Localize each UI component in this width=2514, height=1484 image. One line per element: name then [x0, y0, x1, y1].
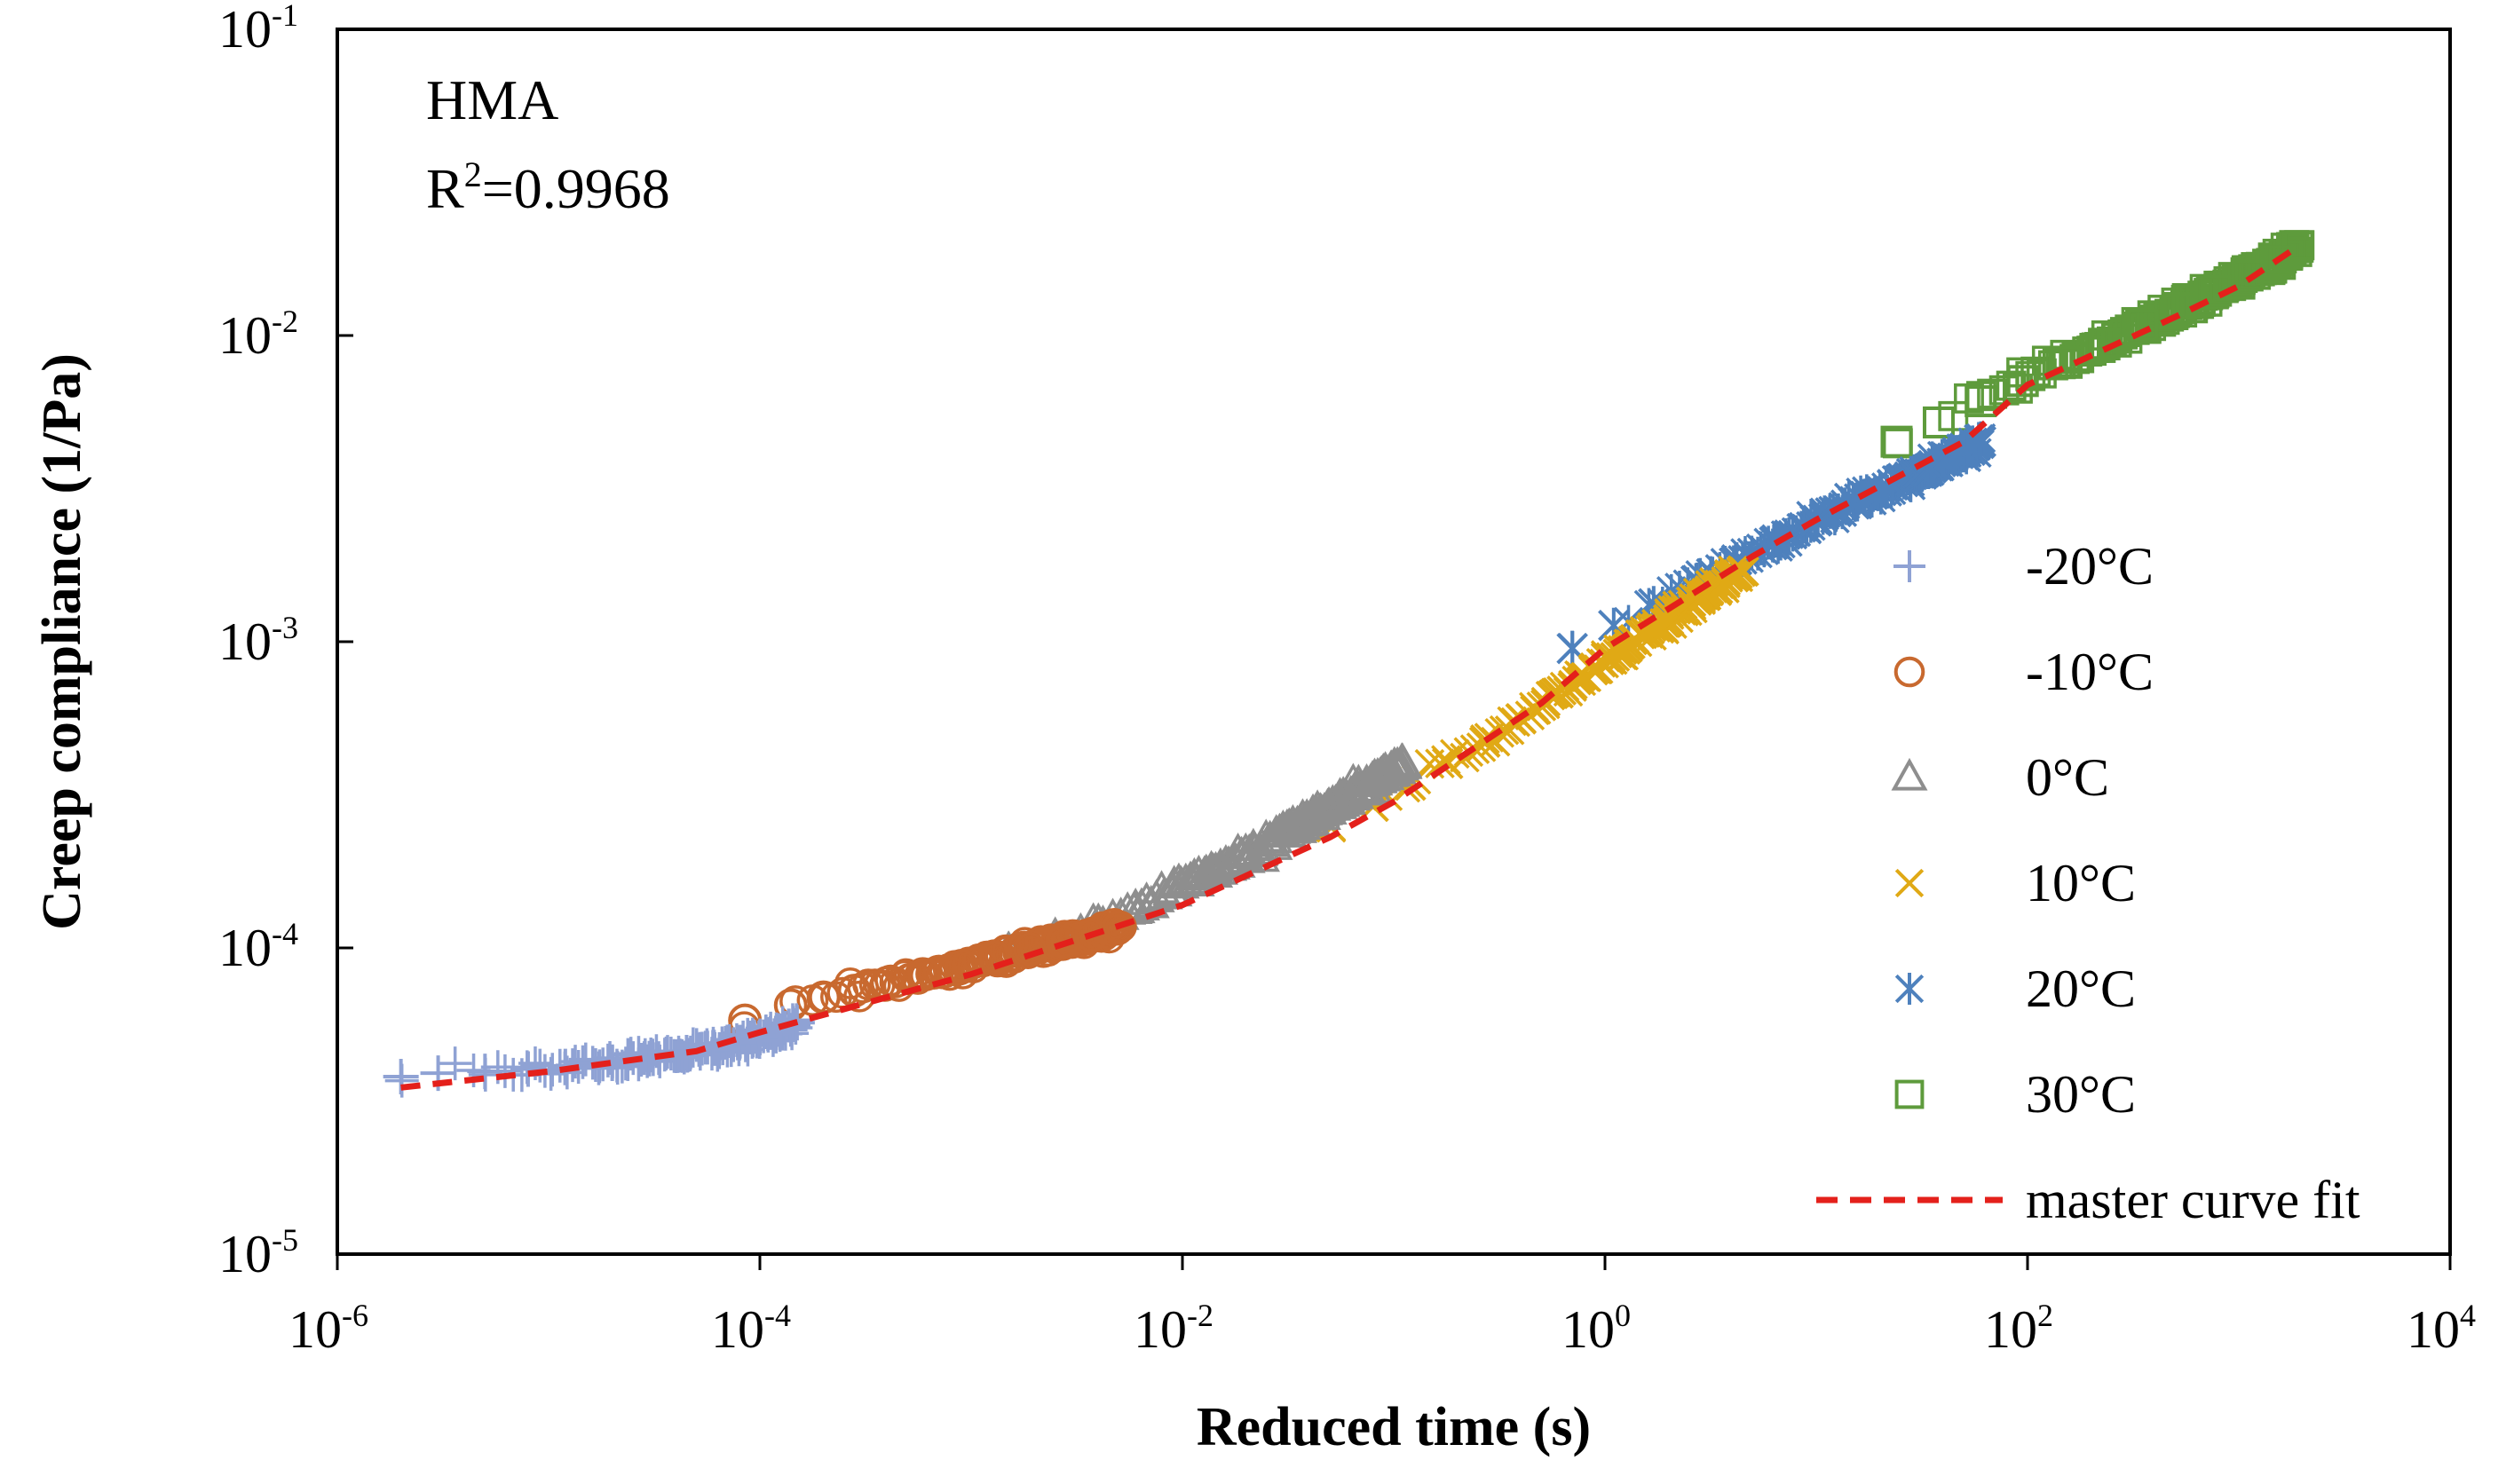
- x-tick-base: 10: [289, 1300, 342, 1359]
- x-tick-base: 10: [2407, 1300, 2460, 1359]
- y-tick-label: 10-1: [218, 0, 298, 59]
- x-tick-base: 10: [711, 1300, 764, 1359]
- y-tick-base: 10: [218, 919, 272, 977]
- data-point: [1353, 760, 1394, 796]
- data-point: [742, 1019, 778, 1055]
- legend-label: 0°C: [2026, 748, 2109, 807]
- data-point: [1727, 555, 1759, 588]
- y-tick-exponent: -4: [272, 916, 298, 951]
- r-squared-superscript: 2: [464, 154, 482, 194]
- x-tick-base: 10: [1134, 1300, 1187, 1359]
- x-tick-exponent: 0: [1615, 1298, 1631, 1333]
- r-squared-value: =0.9968: [482, 157, 670, 220]
- y-tick-exponent: -1: [272, 0, 298, 33]
- legend-marker: [1893, 550, 1925, 582]
- x-tick-label: 102: [1984, 1298, 2053, 1359]
- data-point: [1235, 831, 1275, 867]
- legend-item: 20°C: [1894, 959, 2136, 1018]
- data-point: [1152, 871, 1193, 907]
- data-point: [2281, 230, 2314, 263]
- data-point: [1652, 604, 1685, 636]
- y-axis: 10-510-410-310-210-1: [218, 0, 353, 1283]
- data-point: [1613, 628, 1645, 660]
- legend-label: 30°C: [2026, 1065, 2136, 1124]
- x-tick-label: 100: [1561, 1298, 1631, 1359]
- legend-item: master curve fit: [1816, 1171, 2360, 1229]
- x-tick-label: 104: [2407, 1298, 2476, 1359]
- legend-item: 10°C: [1894, 854, 2136, 912]
- x-axis-title: Reduced time (s): [1197, 1397, 1591, 1457]
- data-point: [1922, 406, 1955, 438]
- legend-label: 10°C: [2026, 854, 2136, 912]
- y-tick-label: 10-5: [218, 1222, 298, 1283]
- legend-item: -20°C: [1893, 537, 2154, 596]
- y-tick-base: 10: [218, 306, 272, 365]
- legend-marker: [1894, 868, 1925, 898]
- data-point: [1102, 910, 1136, 944]
- master-curve-fit-line: [400, 243, 2300, 1091]
- y-tick-exponent: -5: [272, 1222, 298, 1258]
- legend-item: -10°C: [1893, 643, 2154, 701]
- r-squared-prefix: R: [426, 157, 464, 220]
- y-tick-label: 10-4: [218, 916, 298, 977]
- x-tick-exponent: 2: [2037, 1298, 2053, 1333]
- y-tick-exponent: -3: [272, 610, 298, 645]
- legend-marker: [1894, 973, 1925, 1005]
- r-squared-annotation: R2=0.9968: [426, 154, 670, 220]
- data-point: [1689, 579, 1722, 612]
- x-tick-exponent: 4: [2460, 1298, 2476, 1333]
- data-point: [1193, 852, 1234, 888]
- x-tick-label: 10-2: [1134, 1298, 1214, 1359]
- y-axis-title: Creep compliance (1/Pa): [32, 353, 92, 930]
- y-tick-label: 10-2: [218, 304, 298, 365]
- data-point: [1880, 425, 1913, 458]
- data-point: [2006, 365, 2039, 398]
- data-point: [2273, 239, 2304, 270]
- x-tick-label: 10-6: [289, 1298, 368, 1359]
- legend-marker: [1893, 656, 1925, 688]
- data-point: [1948, 433, 1980, 470]
- series-asterisk: [1556, 421, 1997, 667]
- legend-item: 0°C: [1891, 748, 2109, 807]
- legend-item: 30°C: [1894, 1065, 2136, 1124]
- data-point: [467, 1054, 503, 1090]
- x-tick-exponent: -6: [342, 1298, 368, 1333]
- data-point: [1013, 932, 1048, 967]
- legend-marker: [1894, 1079, 1925, 1109]
- legend: -20°C -10°C 0°C 10°C 20°C 30°C master curve fi…: [1816, 537, 2360, 1229]
- y-tick-exponent: -2: [272, 304, 298, 339]
- data-point: [2126, 309, 2159, 342]
- data-point: [978, 940, 1013, 975]
- x-tick-exponent: -2: [1187, 1298, 1214, 1333]
- x-tick-exponent: -4: [764, 1298, 791, 1333]
- legend-marker: [1891, 757, 1928, 791]
- y-tick-base: 10: [218, 612, 272, 671]
- data-point: [510, 1051, 546, 1087]
- legend-label: 20°C: [2026, 959, 2136, 1018]
- series-layer: [383, 230, 2315, 1098]
- data-point: [907, 957, 942, 991]
- y-tick-label: 10-3: [218, 610, 298, 671]
- x-tick-label: 10-4: [711, 1298, 791, 1359]
- legend-label: master curve fit: [2026, 1171, 2360, 1229]
- y-tick-base: 10: [218, 1225, 272, 1283]
- data-point: [945, 949, 979, 983]
- data-point: [1318, 780, 1359, 817]
- y-tick-base: 10: [218, 0, 272, 59]
- data-point: [383, 1058, 419, 1094]
- data-point: [1277, 804, 1317, 841]
- data-point: [1382, 742, 1423, 778]
- x-tick-base: 10: [1984, 1300, 2037, 1359]
- legend-label: -20°C: [2026, 537, 2154, 596]
- material-annotation: HMA: [426, 68, 558, 131]
- data-point: [763, 1013, 799, 1049]
- x-tick-base: 10: [1561, 1300, 1615, 1359]
- x-axis: 10-6 10-4 10-2 100 102 104: [289, 1254, 2476, 1359]
- data-point: [1579, 651, 1611, 684]
- data-point: [1965, 385, 1997, 418]
- legend-label: -10°C: [2026, 643, 2154, 701]
- data-point: [1425, 748, 1455, 779]
